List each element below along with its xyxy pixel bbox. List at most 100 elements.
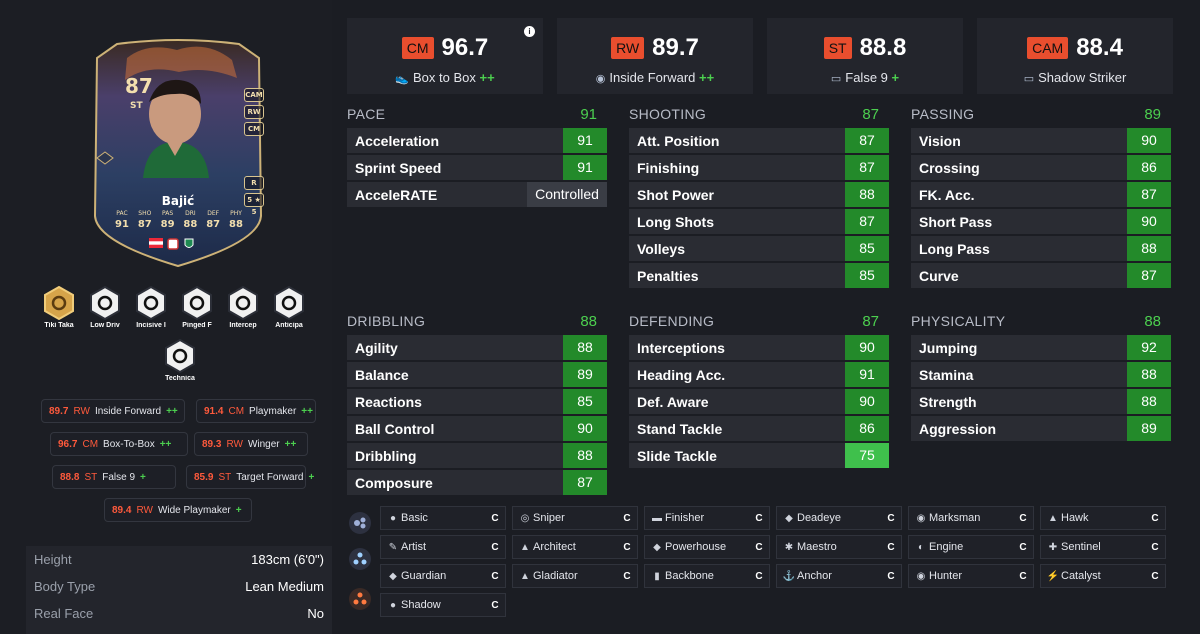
chem-style-artist[interactable]: ✎ Artist C bbox=[380, 535, 506, 559]
role-summary-card[interactable]: ST 88.8 ▭ False 9 + bbox=[767, 18, 963, 94]
playstyle-item[interactable]: Anticipa bbox=[270, 286, 308, 329]
stat-row: AcceleRATE Controlled bbox=[347, 182, 607, 207]
stat-group-header: SHOOTING 87 bbox=[629, 102, 889, 126]
role-chip[interactable]: 89.7 RW Inside Forward ++ bbox=[41, 399, 185, 423]
role-value: 85.9 bbox=[194, 471, 214, 483]
playstyle-item[interactable]: Pinged F bbox=[178, 286, 216, 329]
attacker-category-icon[interactable] bbox=[349, 512, 371, 534]
stat-group-value: 88 bbox=[580, 312, 597, 330]
stat-row: Vision 90 bbox=[911, 128, 1171, 153]
role-chip[interactable]: 89.4 RW Wide Playmaker + bbox=[104, 498, 252, 522]
stat-group-name: SHOOTING bbox=[629, 106, 707, 122]
player-card: 87 ST CAM RW CM R 5 ★ 5 Bajić PAC 91 SHO 8… bbox=[87, 38, 269, 268]
marksman-icon: ◉ bbox=[916, 512, 926, 524]
stat-value: 91 bbox=[845, 362, 889, 387]
chem-style-grade: C bbox=[491, 599, 499, 611]
role-summary-card[interactable]: CM 96.7 👟 Box to Box ++ i bbox=[347, 18, 543, 94]
chem-style-backbone[interactable]: ▮ Backbone C bbox=[644, 564, 770, 588]
stat-row: Att. Position 87 bbox=[629, 128, 889, 153]
stat-name: Curve bbox=[919, 267, 959, 284]
chem-style-engine[interactable]: ◐ Engine C bbox=[908, 535, 1034, 559]
stat-row: Stand Tackle 86 bbox=[629, 416, 889, 441]
roles-list: 89.7 RW Inside Forward ++ 91.4 CM Playmaker ++ 9… bbox=[30, 399, 330, 525]
playstyle-item[interactable]: Tiki Taka bbox=[40, 286, 78, 329]
stat-value: 89 bbox=[563, 362, 607, 387]
chem-style-maestro[interactable]: ✱ Maestro C bbox=[776, 535, 902, 559]
stat-value: 90 bbox=[845, 335, 889, 360]
incisive-pass-icon bbox=[136, 286, 166, 320]
chem-style-shadow[interactable]: ● Shadow C bbox=[380, 593, 506, 617]
chem-style-name: Artist bbox=[401, 541, 427, 553]
playstyle-label: Pinged F bbox=[182, 322, 212, 329]
chem-style-guardian[interactable]: ◆ Guardian C bbox=[380, 564, 506, 588]
stat-value: 89 bbox=[1127, 416, 1171, 441]
role-position: RW bbox=[136, 504, 153, 516]
stat-row: Curve 87 bbox=[911, 263, 1171, 288]
role-chip[interactable]: 91.4 CM Playmaker ++ bbox=[196, 399, 316, 423]
playstyle-item[interactable]: Intercep bbox=[224, 286, 262, 329]
role-summary-card[interactable]: CAM 88.4 ▭ Shadow Striker bbox=[977, 18, 1173, 94]
intercept-icon bbox=[228, 286, 258, 320]
role-chip[interactable]: 96.7 CM Box-To-Box ++ bbox=[50, 432, 188, 456]
playstyle-item[interactable]: Low Driv bbox=[86, 286, 124, 329]
chem-style-sniper[interactable]: ◎ Sniper C bbox=[512, 506, 638, 530]
alt-position: CAM bbox=[244, 88, 264, 102]
stat-name: Stamina bbox=[919, 366, 974, 383]
guardian-icon: ◆ bbox=[389, 570, 397, 582]
stat-value: 88 bbox=[1127, 362, 1171, 387]
playstyle-label: Intercep bbox=[229, 322, 257, 329]
chem-style-marksman[interactable]: ◉ Marksman C bbox=[908, 506, 1034, 530]
role-chip[interactable]: 88.8 ST False 9 + bbox=[52, 465, 176, 489]
stat-name: AcceleRATE bbox=[355, 186, 438, 203]
stat-value: 87 bbox=[1127, 182, 1171, 207]
card-alt-positions: CAM RW CM bbox=[244, 88, 264, 136]
chem-style-name: Backbone bbox=[665, 570, 714, 582]
role-plus: ++ bbox=[284, 438, 297, 450]
chem-style-anchor[interactable]: ⚓ Anchor C bbox=[776, 564, 902, 588]
role-chip[interactable]: 89.3 RW Winger ++ bbox=[194, 432, 308, 456]
summary-header: RW 89.7 bbox=[557, 34, 753, 62]
stat-value: 91 bbox=[563, 128, 607, 153]
stat-row: Long Pass 88 bbox=[911, 236, 1171, 261]
chem-style-grade: C bbox=[1019, 570, 1027, 582]
stat-value: 90 bbox=[1127, 128, 1171, 153]
role-value: 89.4 bbox=[112, 504, 132, 516]
midfielder-category-icon[interactable] bbox=[349, 548, 371, 570]
artist-icon: ✎ bbox=[388, 541, 398, 553]
card-stat: DRI 88 bbox=[183, 210, 198, 230]
shadow-striker-icon: ▭ bbox=[1023, 73, 1035, 85]
chem-style-sentinel[interactable]: ✚ Sentinel C bbox=[1040, 535, 1166, 559]
chem-style-hawk[interactable]: ▲ Hawk C bbox=[1040, 506, 1166, 530]
info-icon[interactable]: i bbox=[524, 26, 535, 37]
chem-style-finisher[interactable]: ▬ Finisher C bbox=[644, 506, 770, 530]
stat-group-defending: DEFENDING 87 Interceptions 90 Heading Acc. 91… bbox=[629, 309, 889, 468]
stat-row: Stamina 88 bbox=[911, 362, 1171, 387]
role-value: 89.7 bbox=[49, 405, 69, 417]
role-name: Inside Forward bbox=[609, 70, 696, 85]
stat-group-name: PHYSICALITY bbox=[911, 313, 1006, 329]
chem-style-hunter[interactable]: ◉ Hunter C bbox=[908, 564, 1034, 588]
chem-style-powerhouse[interactable]: ◆ Powerhouse C bbox=[644, 535, 770, 559]
chem-style-basic[interactable]: ● Basic C bbox=[380, 506, 506, 530]
chem-style-gladiator[interactable]: ▲ Gladiator C bbox=[512, 564, 638, 588]
role-name: Box-To-Box bbox=[103, 438, 155, 450]
stat-value: 87 bbox=[845, 209, 889, 234]
playstyle-item[interactable]: Technica bbox=[161, 339, 199, 382]
chem-style-name: Deadeye bbox=[797, 512, 842, 524]
bio-row-body-type: Body Type Lean Medium bbox=[34, 579, 324, 594]
chem-style-catalyst[interactable]: ⚡ Catalyst C bbox=[1040, 564, 1166, 588]
role-summary-card[interactable]: RW 89.7 ◉ Inside Forward ++ bbox=[557, 18, 753, 94]
stat-group-name: DEFENDING bbox=[629, 313, 715, 329]
role-chip[interactable]: 85.9 ST Target Forward + bbox=[186, 465, 314, 489]
card-stat: PAS 89 bbox=[160, 210, 175, 230]
anchor-icon: ⚓ bbox=[782, 570, 796, 582]
stat-value: 88 bbox=[1127, 236, 1171, 261]
defender-category-icon[interactable] bbox=[349, 588, 371, 610]
playstyle-item[interactable]: Incisive I bbox=[132, 286, 170, 329]
stat-row: Aggression 89 bbox=[911, 416, 1171, 441]
chem-style-deadeye[interactable]: ◆ Deadeye C bbox=[776, 506, 902, 530]
chem-style-name: Hawk bbox=[1061, 512, 1089, 524]
chem-style-architect[interactable]: ▲ Architect C bbox=[512, 535, 638, 559]
stat-name: Strength bbox=[919, 393, 977, 410]
summary-header: CAM 88.4 bbox=[977, 34, 1173, 62]
